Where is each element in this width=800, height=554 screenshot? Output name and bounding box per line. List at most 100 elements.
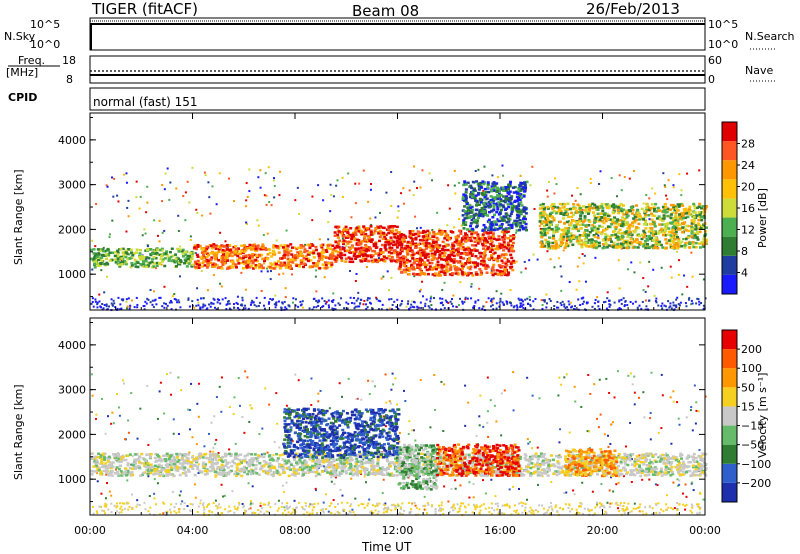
power-feature-cell bbox=[643, 231, 647, 235]
power-feature-cell bbox=[635, 209, 639, 212]
power-noise-cell bbox=[239, 304, 242, 307]
power-noise-cell bbox=[702, 304, 705, 307]
power-noise-cell bbox=[470, 297, 473, 300]
power-feature-cell bbox=[343, 253, 347, 257]
velocity-scatter-cell bbox=[660, 427, 663, 430]
velocity-scatter-cell bbox=[482, 479, 485, 482]
power-feature-cell bbox=[322, 266, 326, 270]
power-feature-cell bbox=[521, 219, 525, 223]
power-feature-cell bbox=[416, 263, 420, 266]
power-feature-cell bbox=[409, 236, 413, 240]
power-feature-cell bbox=[464, 223, 468, 226]
velocity-scatter-cell bbox=[124, 438, 127, 441]
power-feature-cell bbox=[254, 264, 258, 267]
power-feature-cell bbox=[401, 255, 405, 258]
power-feature-cell bbox=[161, 254, 165, 257]
power-noise-cell bbox=[618, 300, 621, 303]
power-feature-cell bbox=[673, 238, 677, 241]
power-noise-cell bbox=[529, 303, 532, 306]
power-feature-cell bbox=[522, 193, 526, 197]
power-scatter-cell bbox=[644, 241, 647, 244]
power-feature-cell bbox=[443, 248, 447, 252]
power-scatter-cell bbox=[345, 244, 348, 247]
power-noise-cell bbox=[136, 303, 139, 306]
power-feature-cell bbox=[343, 249, 347, 253]
power-feature-cell bbox=[556, 206, 560, 209]
power-scatter-cell bbox=[457, 304, 460, 307]
power-scatter-cell bbox=[329, 210, 332, 213]
power-feature-cell bbox=[430, 244, 434, 248]
power-feature-cell bbox=[414, 232, 418, 236]
power-feature-cell bbox=[558, 238, 562, 241]
power-feature-cell bbox=[317, 253, 321, 256]
power-feature-cell bbox=[456, 250, 460, 254]
power-feature-cell bbox=[593, 235, 597, 239]
power-feature-cell bbox=[417, 250, 421, 253]
power-feature-cell bbox=[378, 235, 382, 239]
power-feature-cell bbox=[423, 237, 427, 240]
power-feature-cell bbox=[351, 231, 355, 235]
power-feature-cell bbox=[608, 235, 612, 239]
power-feature-cell bbox=[251, 252, 255, 256]
power-feature-cell bbox=[665, 224, 669, 228]
power-feature-cell bbox=[435, 274, 439, 277]
power-noise-cell bbox=[195, 304, 198, 307]
power-feature-cell bbox=[310, 265, 314, 269]
power-feature-cell bbox=[464, 188, 468, 191]
power-feature-cell bbox=[306, 243, 310, 247]
power-feature-cell bbox=[361, 231, 365, 234]
power-feature-cell bbox=[507, 192, 511, 196]
velocity-scatter-cell bbox=[148, 495, 151, 498]
velocity-scatter-cell bbox=[426, 483, 429, 486]
velocity-scatter-cell bbox=[612, 490, 615, 493]
power-feature-cell bbox=[493, 227, 497, 230]
power-feature-cell bbox=[312, 251, 316, 255]
power-noise-cell bbox=[492, 308, 495, 311]
velocity-scatter-cell bbox=[643, 416, 646, 419]
power-scatter-cell bbox=[390, 204, 393, 207]
power-feature-cell bbox=[519, 208, 523, 212]
power-feature-cell bbox=[400, 241, 404, 244]
power-feature-cell bbox=[152, 255, 156, 259]
power-noise-cell bbox=[697, 298, 700, 301]
power-feature-cell bbox=[468, 209, 472, 212]
power-feature-cell bbox=[605, 246, 609, 249]
velocity-scatter-cell bbox=[105, 482, 108, 485]
velocity-scatter-cell bbox=[531, 394, 534, 397]
power-scatter-cell bbox=[680, 189, 683, 192]
power-feature-cell bbox=[114, 261, 118, 264]
power-noise-cell bbox=[441, 297, 444, 300]
power-feature-cell bbox=[600, 231, 604, 234]
velocity-scatter-cell bbox=[334, 476, 337, 479]
power-scatter-cell bbox=[130, 299, 133, 302]
power-feature-cell bbox=[435, 236, 439, 240]
power-noise-cell bbox=[301, 300, 304, 303]
power-scatter-cell bbox=[269, 278, 272, 281]
power-noise-cell bbox=[346, 307, 349, 310]
power-scatter-cell bbox=[248, 168, 251, 171]
power-scatter-cell bbox=[245, 199, 248, 202]
power-scatter-cell bbox=[496, 218, 499, 221]
power-feature-cell bbox=[384, 237, 388, 241]
power-feature-cell bbox=[473, 265, 477, 269]
power-feature-cell bbox=[142, 261, 146, 264]
power-scatter-cell bbox=[191, 166, 194, 169]
power-feature-cell bbox=[195, 253, 199, 257]
power-feature-cell bbox=[622, 246, 626, 250]
velocity-scatter-cell bbox=[468, 496, 471, 499]
power-feature-cell bbox=[663, 202, 667, 206]
power-feature-cell bbox=[222, 253, 226, 256]
power-noise-cell bbox=[660, 305, 663, 308]
power-scatter-cell bbox=[615, 195, 618, 198]
power-feature-cell bbox=[184, 259, 188, 263]
velocity-scatter-cell bbox=[630, 481, 633, 484]
power-noise-cell bbox=[429, 297, 432, 300]
power-scatter-cell bbox=[266, 267, 269, 270]
velocity-scatter-cell bbox=[261, 427, 264, 430]
velocity-scatter-cell bbox=[180, 389, 183, 392]
power-feature-cell bbox=[465, 202, 469, 206]
power-feature-cell bbox=[563, 246, 567, 249]
velocity-scatter-cell bbox=[237, 377, 240, 380]
power-feature-cell bbox=[475, 225, 479, 229]
power-scatter-cell bbox=[578, 280, 581, 283]
